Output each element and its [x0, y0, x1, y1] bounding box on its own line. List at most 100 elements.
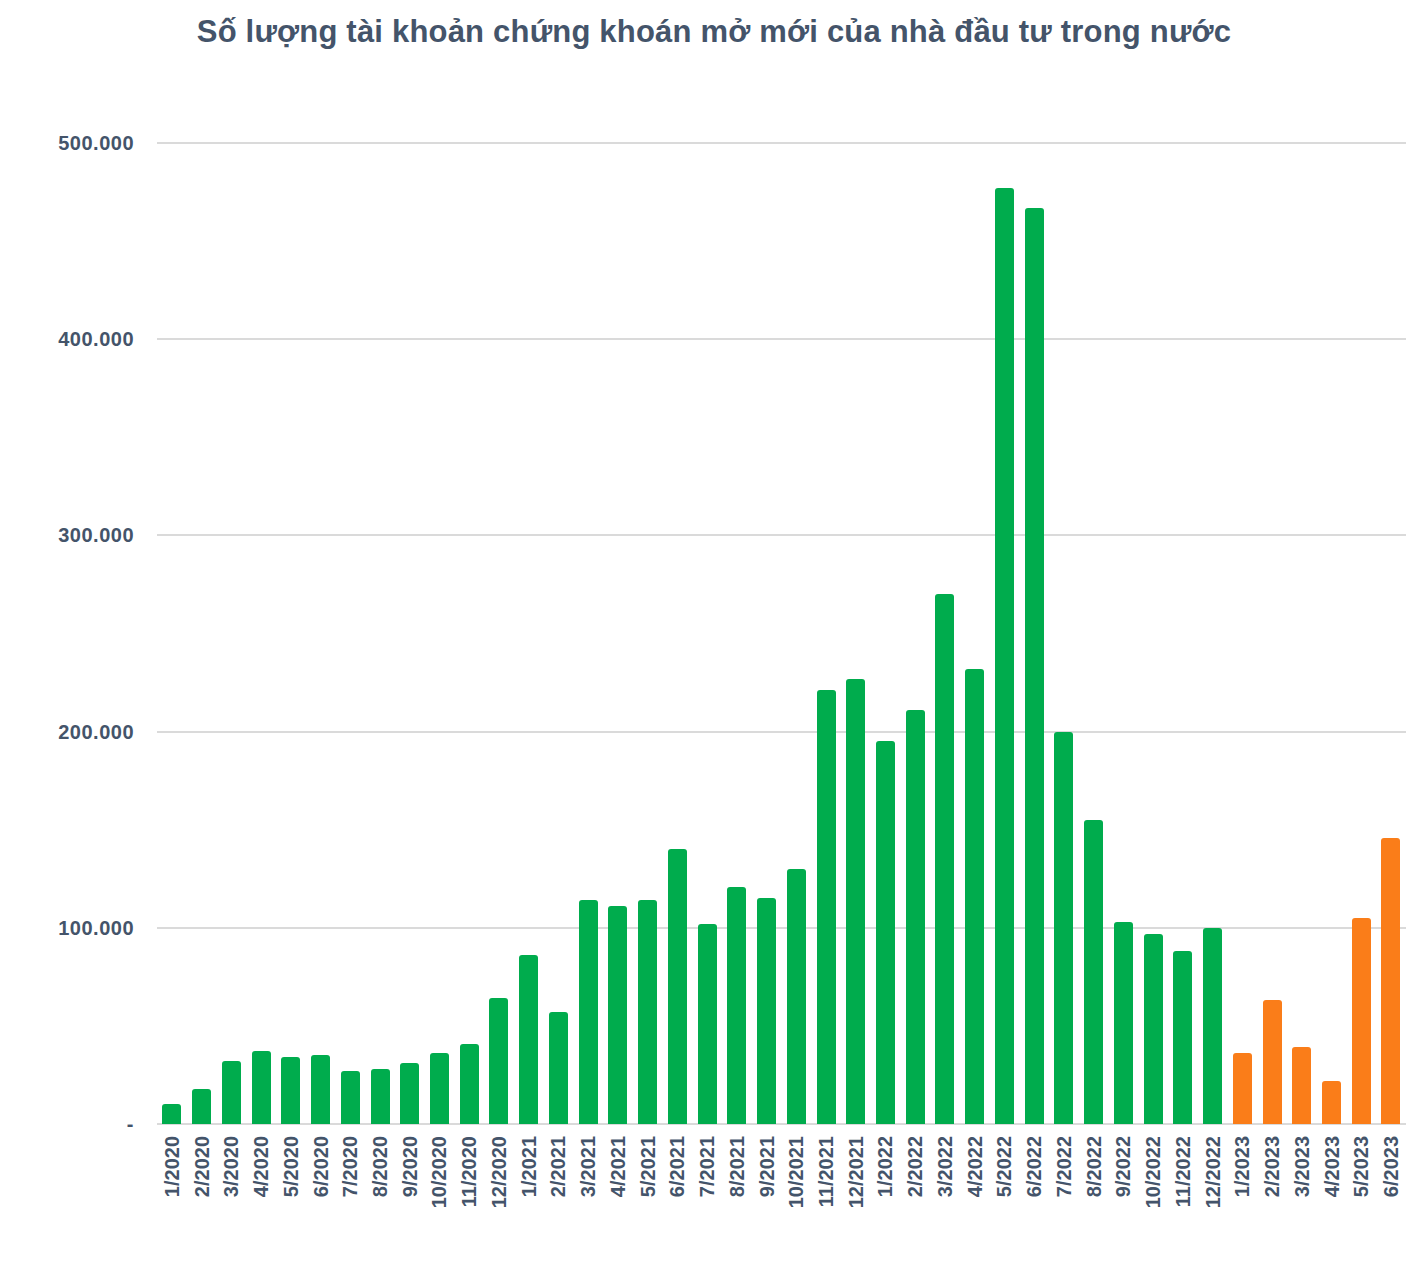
bar-slot — [573, 143, 603, 1124]
x-slot: 7/2021 — [692, 1124, 722, 1274]
bar-slot — [960, 143, 990, 1124]
bar-slot — [752, 143, 782, 1124]
x-slot: 4/2022 — [960, 1124, 990, 1274]
x-axis-tick-label: 10/2020 — [428, 1136, 450, 1208]
bar-slot — [1317, 143, 1347, 1124]
x-slot: 3/2020 — [216, 1124, 246, 1274]
bar-slot — [871, 143, 901, 1124]
x-axis-tick-label: 5/2020 — [280, 1136, 302, 1197]
x-slot: 1/2021 — [514, 1124, 544, 1274]
x-axis-tick-label: 5/2022 — [993, 1136, 1015, 1197]
x-slot: 12/2020 — [484, 1124, 514, 1274]
x-axis-tick-label: 6/2021 — [666, 1136, 688, 1197]
x-axis-tick-label: 8/2020 — [369, 1136, 391, 1197]
bar-12-2022 — [1203, 928, 1222, 1124]
bar-slot — [811, 143, 841, 1124]
x-axis-tick-label: 8/2022 — [1083, 1136, 1105, 1197]
x-axis-tick-label: 2/2022 — [904, 1136, 926, 1197]
x-axis-tick-label: 2/2023 — [1261, 1136, 1283, 1197]
y-axis-tick-label: - — [127, 1114, 134, 1134]
x-slot: 11/2021 — [811, 1124, 841, 1274]
bar-slot — [544, 143, 574, 1124]
x-axis-tick-label: 2/2020 — [191, 1136, 213, 1197]
x-axis-tick-label: 12/2022 — [1202, 1136, 1224, 1208]
x-slot: 5/2023 — [1346, 1124, 1376, 1274]
x-slot: 6/2022 — [1019, 1124, 1049, 1274]
x-slot: 2/2021 — [544, 1124, 574, 1274]
bar-2-2022 — [906, 710, 925, 1124]
bar-slot — [1049, 143, 1079, 1124]
bar-9-2020 — [400, 1063, 419, 1124]
bar-3-2020 — [222, 1061, 241, 1124]
bar-slot — [454, 143, 484, 1124]
bar-7-2020 — [341, 1071, 360, 1124]
bar-10-2021 — [787, 869, 806, 1124]
bar-12-2020 — [489, 998, 508, 1124]
x-slot: 5/2021 — [633, 1124, 663, 1274]
bar-slot — [1109, 143, 1139, 1124]
x-axis-tick-label: 12/2020 — [488, 1136, 510, 1208]
x-axis-tick-label: 7/2020 — [339, 1136, 361, 1197]
x-axis-tick-label: 7/2021 — [696, 1136, 718, 1197]
bar-6-2022 — [1025, 208, 1044, 1124]
x-axis-tick-label: 6/2023 — [1380, 1136, 1402, 1197]
x-axis-tick-label: 8/2021 — [726, 1136, 748, 1197]
bar-6-2021 — [668, 849, 687, 1124]
bar-1-2020 — [162, 1104, 181, 1124]
x-axis-tick-label: 9/2021 — [756, 1136, 778, 1197]
x-axis-tick-label: 1/2023 — [1231, 1136, 1253, 1197]
y-axis: 500.000400.000300.000200.000100.000- — [0, 143, 134, 1124]
x-slot: 2/2020 — [187, 1124, 217, 1274]
x-axis-tick-label: 4/2021 — [607, 1136, 629, 1197]
bar-5-2020 — [281, 1057, 300, 1124]
x-axis: 1/20202/20203/20204/20205/20206/20207/20… — [157, 1124, 1406, 1274]
chart-canvas: Số lượng tài khoản chứng khoán mở mới củ… — [0, 0, 1428, 1282]
bar-5-2022 — [995, 188, 1014, 1124]
bar-1-2022 — [876, 741, 895, 1124]
x-slot: 8/2022 — [1079, 1124, 1109, 1274]
bar-slot — [781, 143, 811, 1124]
x-slot: 4/2021 — [603, 1124, 633, 1274]
bar-slot — [365, 143, 395, 1124]
bar-slot — [900, 143, 930, 1124]
bar-slot — [1019, 143, 1049, 1124]
x-slot: 1/2023 — [1227, 1124, 1257, 1274]
x-axis-tick-label: 4/2023 — [1321, 1136, 1343, 1197]
y-axis-tick-label: 300.000 — [58, 525, 134, 545]
bar-4-2022 — [965, 669, 984, 1124]
bar-slot — [603, 143, 633, 1124]
x-axis-tick-label: 10/2021 — [785, 1136, 807, 1208]
bar-12-2021 — [846, 679, 865, 1124]
bar-1-2023 — [1233, 1053, 1252, 1124]
x-axis-tick-label: 9/2022 — [1112, 1136, 1134, 1197]
bar-5-2023 — [1352, 918, 1371, 1124]
x-slot: 2/2023 — [1257, 1124, 1287, 1274]
bar-slot — [276, 143, 306, 1124]
x-slot: 10/2021 — [781, 1124, 811, 1274]
bar-slot — [841, 143, 871, 1124]
x-axis-tick-label: 4/2020 — [250, 1136, 272, 1197]
bar-slot — [1287, 143, 1317, 1124]
bar-slot — [1346, 143, 1376, 1124]
bar-8-2022 — [1084, 820, 1103, 1124]
x-slot: 5/2020 — [276, 1124, 306, 1274]
x-axis-tick-label: 3/2022 — [934, 1136, 956, 1197]
x-slot: 4/2023 — [1317, 1124, 1347, 1274]
bar-8-2021 — [727, 887, 746, 1124]
bar-6-2023 — [1381, 838, 1400, 1124]
bar-3-2022 — [935, 594, 954, 1124]
bar-11-2021 — [817, 690, 836, 1124]
x-axis-tick-label: 3/2020 — [220, 1136, 242, 1197]
x-slot: 10/2022 — [1138, 1124, 1168, 1274]
bar-slot — [930, 143, 960, 1124]
x-slot: 8/2020 — [365, 1124, 395, 1274]
x-axis-tick-label: 10/2022 — [1142, 1136, 1164, 1208]
bar-11-2022 — [1173, 951, 1192, 1124]
bar-1-2021 — [519, 955, 538, 1124]
x-axis-tick-label: 3/2023 — [1291, 1136, 1313, 1197]
y-axis-tick-label: 100.000 — [58, 918, 134, 938]
bar-slot — [1168, 143, 1198, 1124]
bar-5-2021 — [638, 900, 657, 1124]
x-axis-tick-label: 11/2021 — [815, 1136, 837, 1207]
x-slot: 1/2020 — [157, 1124, 187, 1274]
